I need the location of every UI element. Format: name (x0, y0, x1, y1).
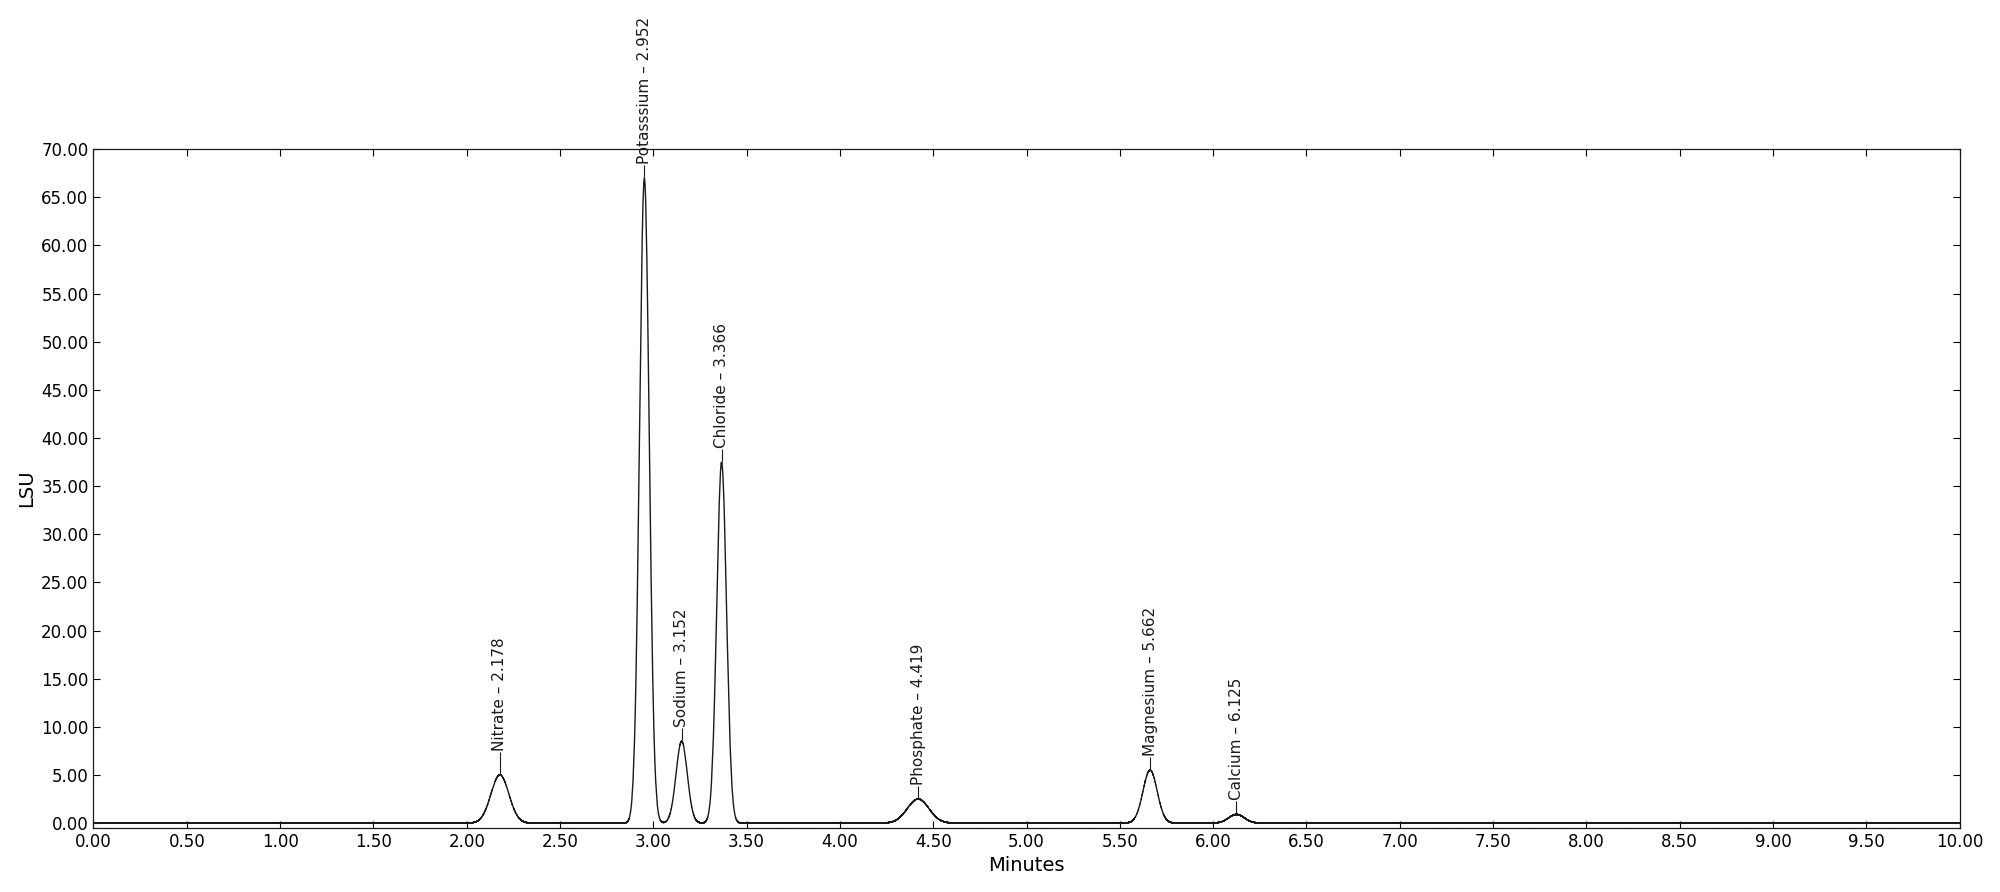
Text: Magnesium – 5.662: Magnesium – 5.662 (1142, 607, 1158, 756)
Text: Potasssium – 2.952: Potasssium – 2.952 (636, 16, 652, 163)
Text: Chloride – 3.366: Chloride – 3.366 (714, 323, 730, 448)
Y-axis label: LSU: LSU (16, 470, 36, 508)
Text: Calcium – 6.125: Calcium – 6.125 (1228, 678, 1244, 800)
Text: Nitrate – 2.178: Nitrate – 2.178 (492, 637, 508, 751)
Text: Phosphate – 4.419: Phosphate – 4.419 (910, 643, 926, 785)
Text: Sodium – 3.152: Sodium – 3.152 (674, 608, 690, 727)
X-axis label: Minutes: Minutes (988, 856, 1064, 875)
